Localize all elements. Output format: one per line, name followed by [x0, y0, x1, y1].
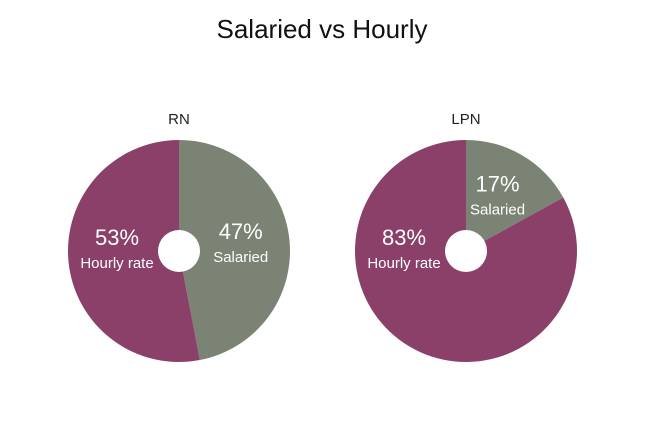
slice: [67, 140, 200, 362]
chart-title: LPN: [451, 111, 480, 128]
slice: [179, 140, 290, 361]
value-label: 53%: [95, 225, 139, 250]
value-label: 17%: [476, 171, 520, 196]
slice: [466, 140, 564, 251]
category-label: Salaried: [470, 202, 525, 219]
donut-hole: [445, 230, 487, 272]
category-label: Hourly rate: [80, 255, 153, 272]
page-title: Salaried vs Hourly: [217, 14, 428, 44]
chart-title: RN: [168, 111, 190, 128]
value-label: 83%: [382, 225, 426, 250]
category-label: Salaried: [213, 249, 268, 266]
donut-hole: [158, 230, 200, 272]
category-label: Hourly rate: [367, 255, 440, 272]
value-label: 47%: [219, 219, 263, 244]
